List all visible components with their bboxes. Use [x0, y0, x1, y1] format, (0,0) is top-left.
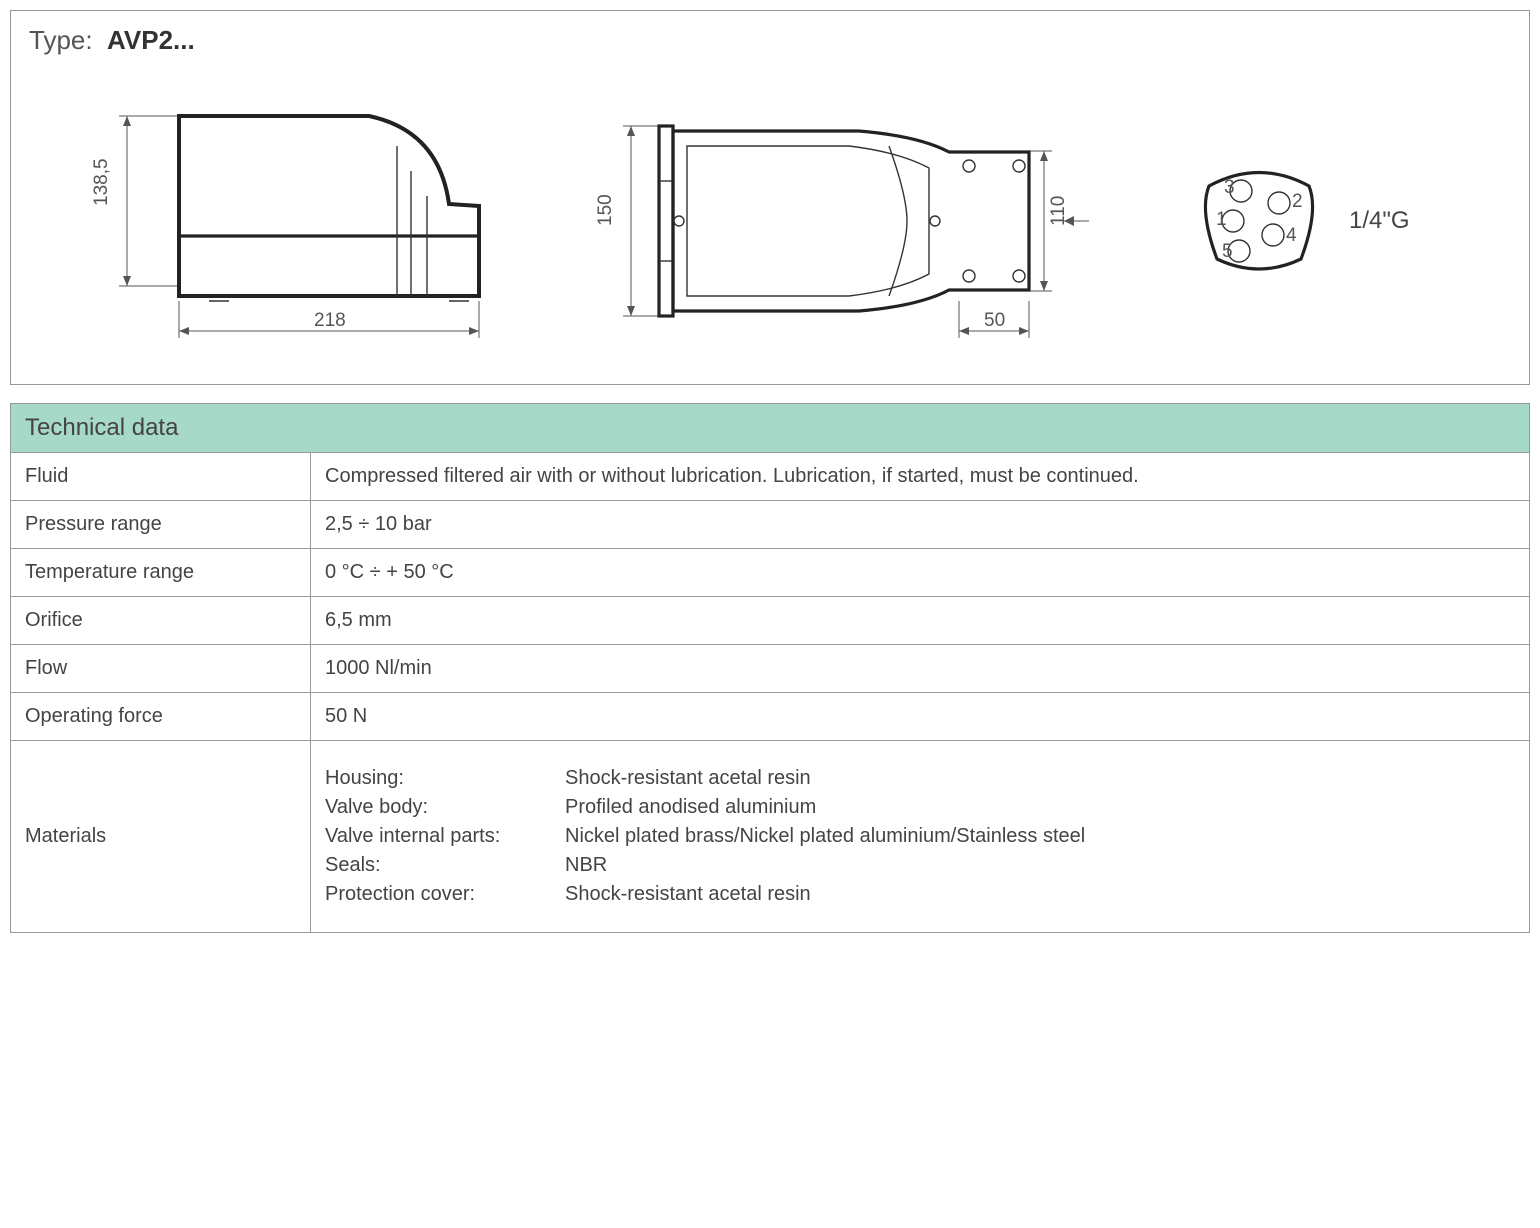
material-value: Shock-resistant acetal resin [565, 883, 1515, 906]
material-name: Protection cover: [325, 883, 565, 906]
row-label: Fluid [11, 453, 311, 501]
type-line: Type: AVP2... [29, 25, 1511, 56]
port-face-icon: 1 2 3 4 5 [1189, 151, 1329, 291]
row-value: Compressed filtered air with or without … [311, 453, 1530, 501]
table-row: Orifice 6,5 mm [11, 597, 1530, 645]
side-view: 138,5 218 [79, 76, 499, 366]
row-label: Pressure range [11, 501, 311, 549]
row-label: Operating force [11, 693, 311, 741]
top-view: 150 110 50 [589, 76, 1099, 366]
material-value: Profiled anodised aluminium [565, 796, 1515, 819]
row-label: Flow [11, 645, 311, 693]
material-name: Housing: [325, 767, 565, 790]
drawings-row: 138,5 218 [29, 76, 1511, 366]
material-value: Shock-resistant acetal resin [565, 767, 1515, 790]
materials-row: Materials Housing: Shock-resistant aceta… [11, 741, 1530, 933]
port-1: 1 [1216, 209, 1227, 230]
table-row: Operating force 50 N [11, 693, 1530, 741]
material-name: Seals: [325, 854, 565, 877]
materials-label: Materials [11, 741, 311, 933]
material-name: Valve body: [325, 796, 565, 819]
table-row: Pressure range 2,5 ÷ 10 bar [11, 501, 1530, 549]
table-row: Fluid Compressed filtered air with or wi… [11, 453, 1530, 501]
row-value: 50 N [311, 693, 1530, 741]
thread-label: 1/4"G [1349, 207, 1410, 235]
port-2: 2 [1292, 191, 1303, 212]
material-value: NBR [565, 854, 1515, 877]
tech-header: Technical data [11, 404, 1530, 453]
row-value: 6,5 mm [311, 597, 1530, 645]
table-row: Temperature range 0 °C ÷ + 50 °C [11, 549, 1530, 597]
materials-cell: Housing: Shock-resistant acetal resin Va… [311, 741, 1530, 933]
port-face-group: 1 2 3 4 5 1/4"G [1189, 151, 1410, 291]
dim-height-top: 150 [595, 194, 616, 226]
row-label: Temperature range [11, 549, 311, 597]
dim-rear-width: 50 [984, 310, 1005, 331]
row-label: Orifice [11, 597, 311, 645]
row-value: 2,5 ÷ 10 bar [311, 501, 1530, 549]
material-value: Nickel plated brass/Nickel plated alumin… [565, 825, 1515, 848]
port-5: 5 [1222, 241, 1233, 262]
row-value: 1000 Nl/min [311, 645, 1530, 693]
tech-data-table: Technical data Fluid Compressed filtered… [10, 403, 1530, 933]
dim-height-side: 138,5 [91, 158, 112, 206]
material-name: Valve internal parts: [325, 825, 565, 848]
diagram-panel: Type: AVP2... 138,5 [10, 10, 1530, 385]
port-3: 3 [1224, 177, 1235, 198]
port-4: 4 [1286, 225, 1297, 246]
row-value: 0 °C ÷ + 50 °C [311, 549, 1530, 597]
table-row: Flow 1000 Nl/min [11, 645, 1530, 693]
type-prefix: Type: [29, 25, 93, 55]
type-value: AVP2... [107, 25, 195, 55]
dim-width-side: 218 [314, 310, 346, 331]
